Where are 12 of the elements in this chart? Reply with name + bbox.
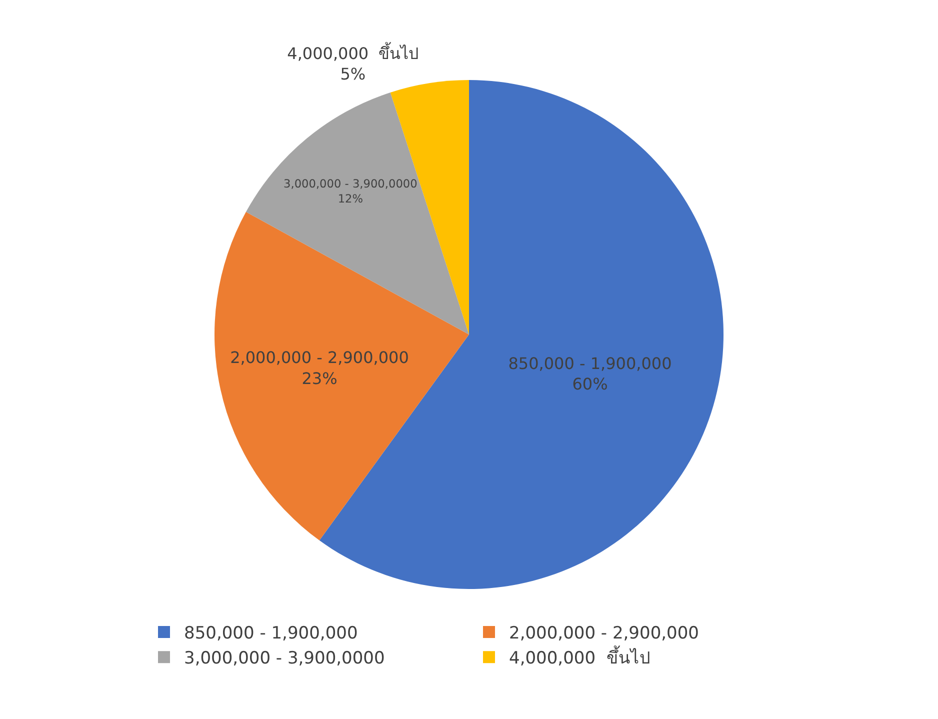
slice-label: 2,000,000 - 2,900,000 — [230, 348, 409, 368]
slice-label: 3,000,000 - 3,900,0000 — [284, 176, 418, 191]
legend-label: 4,000,000 ขึ้นไป — [509, 646, 650, 669]
legend-label: 2,000,000 - 2,900,000 — [509, 624, 699, 644]
slice-label: 850,000 - 1,900,000 — [508, 354, 672, 373]
data-label: 60% — [572, 374, 608, 394]
legend-label: 850,000 - 1,900,000 — [184, 624, 358, 644]
legend-label: 3,000,000 - 3,900,0000 — [184, 648, 385, 669]
data-label: 12% — [338, 191, 364, 206]
data-label: 23% — [302, 368, 338, 388]
slice-label: 4,000,000 ขึ้นไป — [287, 42, 419, 63]
data-label: 5% — [340, 64, 366, 84]
